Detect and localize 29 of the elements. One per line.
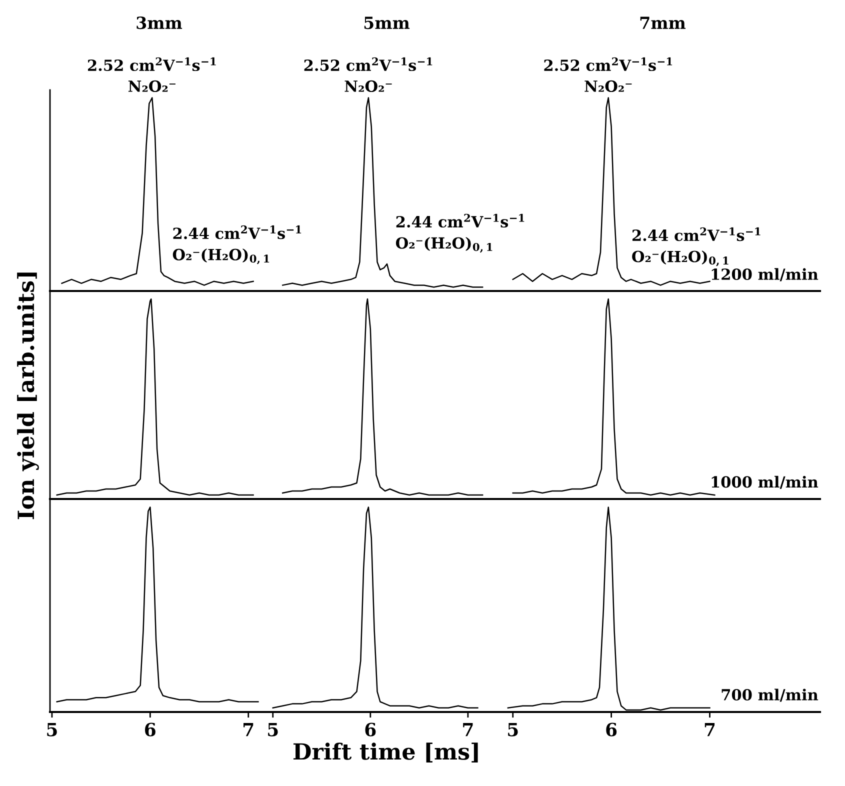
x-tick-label: 7 xyxy=(704,722,715,736)
annotation: O₂⁻(H₂O)$_{0,1}$ xyxy=(396,236,492,253)
annotation: N₂O₂⁻ xyxy=(344,80,392,92)
x-tick-label: 7 xyxy=(244,722,254,736)
annotation: N₂O₂⁻ xyxy=(584,80,632,92)
annotation: 2.44 cm$^{2}$V$^{−1}$s$^{−1}$ xyxy=(396,214,524,228)
x-tick-label: 7 xyxy=(463,722,473,736)
x-tick-label: 6 xyxy=(606,722,617,736)
chart-title: 7mm xyxy=(640,16,686,29)
annotation: 2.52 cm$^{2}$V$^{−1}$s$^{−1}$ xyxy=(88,57,216,72)
x-tick-label: 5 xyxy=(508,722,518,736)
x-tick-label: 6 xyxy=(365,722,376,736)
annotation: 1200 ml/min xyxy=(712,268,818,282)
x-axis-title: Drift time [ms] xyxy=(293,742,478,762)
annotation: 700 ml/min xyxy=(722,688,818,702)
annotation: 2.52 cm$^{2}$V$^{−1}$s$^{−1}$ xyxy=(304,57,432,72)
x-tick-label: 5 xyxy=(268,722,278,736)
annotation: 2.44 cm$^{2}$V$^{−1}$s$^{−1}$ xyxy=(632,227,760,242)
chart-title: 5mm xyxy=(364,16,410,30)
chart-title: 3mm xyxy=(136,16,182,30)
annotation: 2.52 cm$^{2}$V$^{−1}$s$^{−1}$ xyxy=(544,57,672,72)
annotation: 2.44 cm$^{2}$V$^{−1}$s$^{−1}$ xyxy=(173,225,302,240)
x-tick-label: 5 xyxy=(47,722,57,736)
annotation: O₂⁻(H₂O)$_{0,1}$ xyxy=(632,250,728,266)
x-tick-label: 6 xyxy=(145,722,156,736)
annotation: O₂⁻(H₂O)$_{0,1}$ xyxy=(172,248,270,264)
annotation: N₂O₂⁻ xyxy=(128,80,176,92)
annotation: 1000 ml/min xyxy=(712,476,818,489)
y-axis-title: Ion yield [arb.units] xyxy=(17,272,39,520)
